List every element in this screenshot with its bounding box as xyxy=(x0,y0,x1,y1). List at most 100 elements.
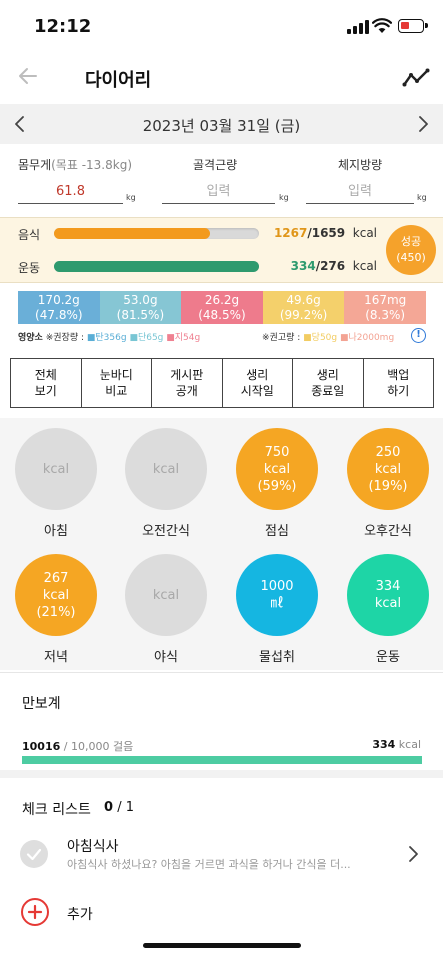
action-button-label: 백업 하기 xyxy=(387,367,409,399)
meal-value: 250 xyxy=(375,444,401,460)
success-badge-value: (450) xyxy=(396,251,426,264)
action-line1: 생리 xyxy=(246,368,269,382)
meal-value: kcal xyxy=(42,587,70,603)
meal-value: (19%) xyxy=(368,478,408,494)
nutrient-segment: 53.0g (81.5%) xyxy=(99,291,182,324)
weight-input[interactable]: 61.8 xyxy=(18,180,123,204)
nutrient-legend-prefix: 영양소 xyxy=(18,333,43,343)
plus-icon xyxy=(27,904,43,920)
chevron-left-icon[interactable] xyxy=(10,114,30,134)
action-line1: 눈바디 xyxy=(99,368,133,382)
nutrient-amount: 53.0g xyxy=(123,293,158,307)
check-circle-icon[interactable] xyxy=(20,840,48,868)
add-icon[interactable] xyxy=(21,898,49,926)
food-calories: 1267/1659 kcal xyxy=(274,226,377,240)
meal-circle[interactable]: 750 kcal (59%) xyxy=(236,428,318,510)
muscle-unit: kg xyxy=(279,193,289,202)
meal-label: 오후간식 xyxy=(364,524,412,539)
pedometer-progress-fill xyxy=(22,756,422,764)
nutrient-amount: 167mg xyxy=(364,293,407,307)
meal-circle[interactable]: 250 kcal (19%) xyxy=(347,428,429,510)
action-button-label: 전체 보기 xyxy=(35,367,57,399)
meal-value: kcal xyxy=(42,461,70,477)
fat-label: 체지방량 xyxy=(338,158,383,172)
action-line1: 생리 xyxy=(316,368,339,382)
meal-label: 야식 xyxy=(154,650,178,665)
meal-circle[interactable]: kcal xyxy=(125,428,207,510)
meal-circle[interactable]: 334 kcal xyxy=(347,554,429,636)
nutrient-amount: 49.6g xyxy=(286,293,321,307)
meal-value: kcal xyxy=(374,596,402,611)
pedometer-section[interactable]: 만보계 10016 / 10,000 걸음 334 kcal xyxy=(0,672,443,778)
fat-input[interactable]: 입력 xyxy=(306,180,414,204)
current-date[interactable]: 2023년 03월 31일 (금) xyxy=(142,117,301,135)
battery-icon xyxy=(398,19,428,33)
muscle-input[interactable]: 입력 xyxy=(162,180,275,204)
meal-label: 운동 xyxy=(376,650,400,665)
nutrient-breakdown: 170.2g (47.8%) 53.0g (81.5%) 26.2g (48.5%) 49.… xyxy=(18,291,426,324)
meal-item[interactable]: 750 kcal (59%) 점심 xyxy=(227,428,327,539)
meal-value: kcal xyxy=(263,461,291,477)
back-arrow-icon[interactable] xyxy=(16,64,40,88)
chevron-right-icon[interactable] xyxy=(404,845,422,863)
checkmark-icon xyxy=(26,848,42,861)
nutrient-segment: 49.6g (99.2%) xyxy=(262,291,345,324)
meal-value: kcal xyxy=(374,461,402,477)
meal-item[interactable]: 334 kcal 운동 xyxy=(338,554,438,665)
meal-value: 750 xyxy=(264,444,290,460)
checklist-title: 체크 리스트 xyxy=(22,802,91,818)
success-badge-title: 성공 xyxy=(400,235,422,248)
nutrient-amount: 170.2g xyxy=(37,293,80,307)
meal-circle[interactable]: kcal xyxy=(15,428,97,510)
nutrient-recommend-label: ※권장량 : xyxy=(45,333,84,343)
nutrient-segment: 170.2g (47.8%) xyxy=(18,291,100,324)
action-line2: 비교 xyxy=(105,384,128,398)
meal-circle[interactable]: 267 kcal (21%) xyxy=(15,554,97,636)
nutrient-percent: (8.3%) xyxy=(365,308,406,322)
action-button[interactable]: 게시판 공개 xyxy=(152,359,223,407)
checklist-item-title[interactable]: 아침식사 xyxy=(67,839,119,855)
fat-unit: kg xyxy=(417,193,427,202)
action-button[interactable]: 전체 보기 xyxy=(11,359,82,407)
pedometer-kcal: 334 kcal xyxy=(372,738,421,751)
food-progress-fill xyxy=(54,228,210,239)
trend-chart-icon[interactable] xyxy=(402,66,430,88)
meal-item[interactable]: 267 kcal (21%) 저녁 xyxy=(6,554,106,665)
calorie-summary: 음식 1267/1659 kcal 운동 334/276 kcal 성공 (45… xyxy=(0,217,443,283)
meal-value: 267 xyxy=(43,570,69,586)
exercise-target: /276 xyxy=(315,259,346,273)
date-navigator: 2023년 03월 31일 (금) xyxy=(0,104,443,144)
nutrient-segment: 167mg (8.3%) xyxy=(344,291,426,324)
meal-item[interactable]: 250 kcal (19%) 오후간식 xyxy=(338,428,438,539)
meal-item[interactable]: kcal 아침 xyxy=(6,428,106,539)
meal-circle[interactable]: kcal xyxy=(125,554,207,636)
pedometer-progress-track xyxy=(22,756,422,764)
legend-sodium: ■나2000mg xyxy=(339,333,395,343)
food-target: /1659 xyxy=(307,226,346,240)
nutrient-amount: 26.2g xyxy=(204,293,240,307)
info-icon[interactable]: ! xyxy=(411,328,426,343)
checklist-item-desc: 아침식사 하셨나요? 아침을 거르면 과식을 하거나 간식을 더... xyxy=(67,858,351,871)
meal-item[interactable]: kcal 오전간식 xyxy=(116,428,216,539)
legend-fat: ■지54g xyxy=(166,333,201,343)
meal-item[interactable]: 1000 ㎖ 물섭취 xyxy=(227,554,327,665)
food-unit: kcal xyxy=(352,226,377,240)
legend-carb: ■탄356g xyxy=(86,333,127,343)
action-button[interactable]: 생리 종료일 xyxy=(293,359,364,407)
chevron-right-icon[interactable] xyxy=(413,114,433,134)
food-label: 음식 xyxy=(18,228,41,242)
action-line2: 시작일 xyxy=(240,384,274,398)
meal-label: 물섭취 xyxy=(259,650,295,665)
exercise-progress-fill xyxy=(54,261,259,272)
action-button[interactable]: 백업 하기 xyxy=(364,359,434,407)
nutrient-percent: (99.2%) xyxy=(279,308,328,322)
add-label[interactable]: 추가 xyxy=(67,907,93,923)
meal-item[interactable]: kcal 야식 xyxy=(116,554,216,665)
nutrient-percent: (81.5%) xyxy=(116,308,165,322)
meal-circle[interactable]: 1000 ㎖ xyxy=(236,554,318,636)
muscle-label: 골격근량 xyxy=(193,158,238,172)
nutrient-legend: 영양소 ※권장량 : ■탄356g ■단65g ■지54g xyxy=(18,330,200,343)
